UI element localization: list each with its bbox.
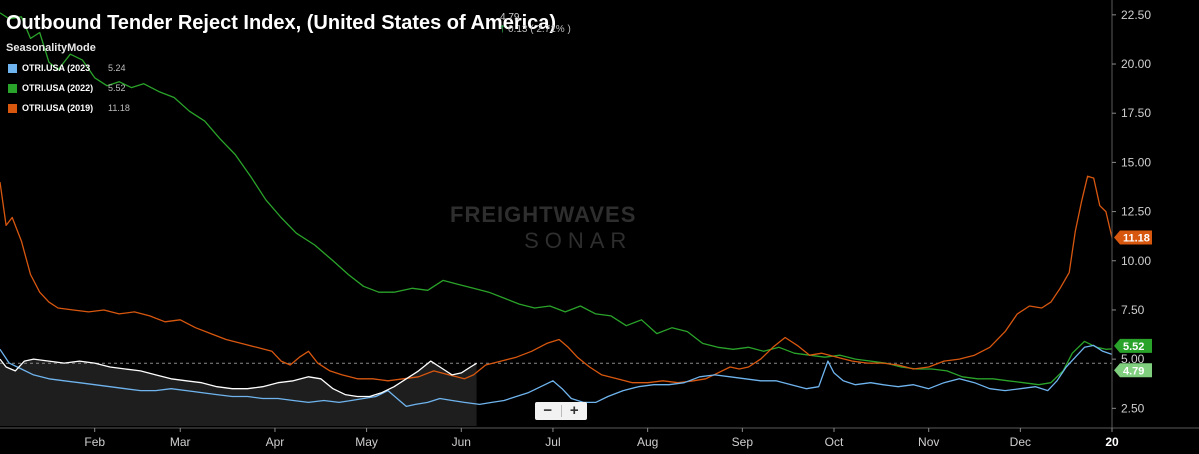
- mode-label: SeasonalityMode: [6, 42, 96, 54]
- x-tick-label: Aug: [637, 435, 658, 449]
- current-year-shade: [0, 359, 477, 426]
- y-tick-label: 22.50: [1121, 8, 1151, 22]
- selection-shade: [0, 359, 477, 426]
- series-line: [0, 175, 1113, 384]
- legend-name: OTRI.USA (2022): [22, 83, 94, 93]
- legend-item[interactable]: OTRI.USA (2019) 11.18: [8, 98, 130, 118]
- series-line: [0, 344, 1113, 408]
- y-tick-label: 10.00: [1121, 254, 1151, 268]
- zoom-control: − +: [535, 402, 587, 420]
- x-tick-label: Jul: [545, 435, 560, 449]
- end-label-box: [1114, 338, 1152, 353]
- y-tick-label: 20.00: [1121, 57, 1151, 71]
- legend-item[interactable]: OTRI.USA (2023 5.24: [8, 58, 130, 78]
- x-tick-label: Oct: [825, 435, 844, 449]
- end-label: 11.18: [1114, 230, 1152, 245]
- end-label-text: 11.18: [1123, 233, 1150, 245]
- x-tick-label: May: [355, 435, 378, 449]
- last-value-block: 4.79 🡑 0.13 ( 2.71% ): [500, 12, 571, 36]
- end-label-box: [1114, 230, 1152, 245]
- legend-value: 11.18: [108, 103, 130, 113]
- chart-title: Outbound Tender Reject Index, (United St…: [6, 12, 557, 34]
- legend-value: 5.52: [108, 83, 126, 93]
- legend-swatch: [8, 83, 17, 93]
- legend-name: OTRI.USA (2023: [22, 63, 91, 73]
- x-tick-label: Jun: [452, 435, 471, 449]
- series-line: [0, 358, 477, 398]
- watermark: FREIGHTWAVES SONAR: [450, 202, 636, 254]
- y-tick-label: 7.50: [1121, 303, 1145, 317]
- zoom-out-button[interactable]: −: [543, 402, 553, 419]
- end-label-text: 4.79: [1123, 365, 1144, 377]
- series-line: [0, 12, 1113, 386]
- change-value: 0.13 ( 2.71% ): [507, 24, 571, 35]
- y-tick-label: 2.50: [1121, 401, 1145, 415]
- x-tick-label: Mar: [170, 435, 191, 449]
- y-tick-label: 12.50: [1121, 205, 1151, 219]
- y-tick-label: 5.00: [1121, 352, 1145, 366]
- legend-item[interactable]: OTRI.USA (2022) 5.52: [8, 78, 130, 98]
- x-tick-label: Sep: [732, 435, 754, 449]
- zoom-divider: [560, 405, 562, 417]
- up-arrow-icon: 🡑: [500, 24, 506, 35]
- series-lines: [0, 12, 1113, 408]
- x-tick-label: Nov: [918, 435, 939, 449]
- legend-swatch: [8, 63, 17, 73]
- legend-name: OTRI.USA (2019): [22, 103, 94, 113]
- x-tick-label: 20: [1105, 435, 1119, 449]
- x-tick-label: Dec: [1010, 435, 1031, 449]
- legend: OTRI.USA (2023 5.24 OTRI.USA (2022) 5.52…: [8, 58, 130, 118]
- watermark-freightwaves: FREIGHTWAVES: [450, 202, 637, 227]
- legend-swatch: [8, 103, 17, 113]
- x-tick-label: Apr: [266, 435, 285, 449]
- end-label-box: [1114, 363, 1152, 378]
- watermark-sonar: SONAR: [524, 228, 633, 253]
- y-tick-label: 17.50: [1121, 106, 1151, 120]
- end-labels: 11.18 5.52 4.79: [1114, 230, 1152, 378]
- zoom-in-button[interactable]: +: [569, 402, 579, 419]
- last-value: 4.79: [500, 12, 520, 23]
- x-tick-label: Feb: [84, 435, 105, 449]
- end-label: 5.52: [1114, 338, 1152, 353]
- y-tick-label: 15.00: [1121, 155, 1151, 169]
- end-label-text: 5.52: [1123, 341, 1144, 353]
- legend-value: 5.24: [108, 63, 126, 73]
- end-label: 4.79: [1114, 363, 1152, 378]
